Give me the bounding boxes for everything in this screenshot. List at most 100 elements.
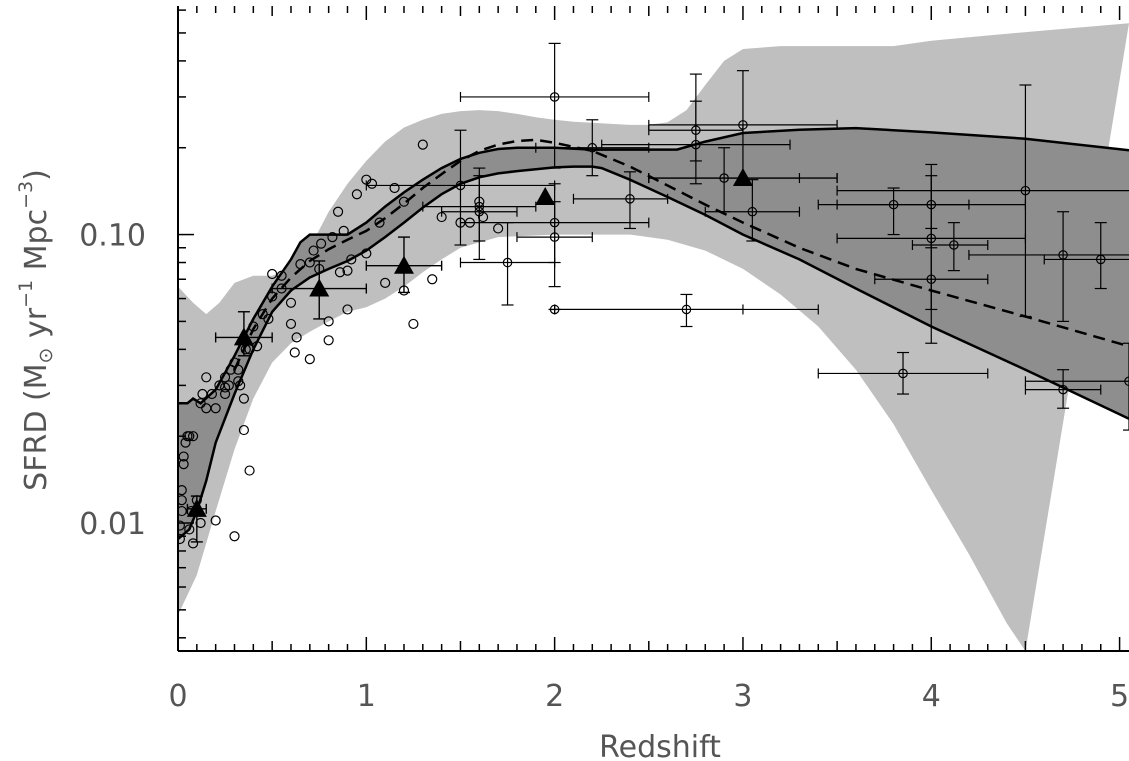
data-point-circle bbox=[738, 120, 748, 130]
open-circle-point bbox=[427, 274, 438, 285]
errorbar-point bbox=[1024, 342, 1129, 431]
inner-band-upper-line bbox=[178, 126, 1129, 405]
open-circle-point bbox=[276, 270, 287, 281]
data-point-circle bbox=[691, 125, 701, 136]
errorbar-point bbox=[572, 171, 669, 230]
data-point-circle bbox=[455, 180, 466, 191]
errorbar-point bbox=[817, 351, 989, 395]
filled-triangle-marker bbox=[186, 498, 207, 517]
open-circle-point bbox=[223, 380, 234, 391]
errorbar-point bbox=[459, 183, 650, 264]
y-axis-label: SFRD (M⊙ yr−1 Mpc−3) bbox=[15, 169, 57, 491]
triangle-point bbox=[186, 495, 207, 543]
data-point-circle bbox=[747, 206, 758, 217]
axes-frame bbox=[177, 6, 1129, 652]
tick-labels-layer: 0 1 2 3 4 5 0.01 0.10 bbox=[79, 219, 1129, 714]
open-circle-point bbox=[178, 451, 189, 462]
data-point-circle bbox=[949, 240, 959, 250]
filled-triangle-marker bbox=[309, 278, 330, 297]
x-tick-label: 1 bbox=[357, 679, 376, 714]
open-circle-point bbox=[342, 304, 353, 315]
open-circle-point bbox=[436, 211, 447, 223]
open-circle-point bbox=[219, 388, 231, 400]
open-circle-point bbox=[187, 538, 199, 549]
triangle-point bbox=[648, 168, 838, 187]
open-circle-point bbox=[366, 178, 378, 189]
errorbar-point bbox=[459, 222, 556, 306]
filled-triangle-marker bbox=[732, 168, 753, 187]
y-tick-label: 0.10 bbox=[79, 219, 146, 254]
open-circle-point bbox=[327, 231, 338, 243]
open-circle-point bbox=[178, 495, 187, 506]
triangle-point bbox=[365, 236, 443, 294]
y-axis-label-sun-symbol: ⊙ bbox=[35, 348, 57, 364]
y-axis-label-yr: yr bbox=[19, 307, 54, 347]
open-circle-point bbox=[201, 372, 212, 383]
data-point-circle bbox=[1095, 254, 1106, 265]
filled-triangle-marker bbox=[393, 255, 414, 274]
data-point-circle bbox=[502, 257, 513, 268]
data-point-circle bbox=[681, 304, 692, 315]
open-circles-layer bbox=[178, 139, 504, 549]
y-axis-label-close: ) bbox=[19, 169, 54, 181]
x-tick-label: 3 bbox=[733, 679, 752, 714]
data-point-circle bbox=[549, 92, 560, 102]
open-circle-point bbox=[346, 254, 357, 265]
errorbar-points-layer bbox=[365, 42, 1129, 431]
open-circle-point bbox=[184, 524, 195, 535]
open-circle-point bbox=[251, 341, 263, 352]
open-circle-point bbox=[334, 267, 346, 278]
open-circle-point bbox=[338, 225, 349, 236]
open-circle-point bbox=[178, 533, 185, 545]
inner-uncertainty-band bbox=[178, 128, 1129, 539]
data-point-circle bbox=[898, 368, 908, 379]
open-circle-point bbox=[389, 182, 400, 194]
open-circle-point bbox=[219, 372, 231, 383]
open-circle-point bbox=[417, 139, 428, 150]
open-circle-point bbox=[229, 531, 240, 542]
x-axis-label: Redshift bbox=[599, 730, 721, 761]
triangle-point bbox=[271, 260, 368, 320]
open-circle-point bbox=[291, 332, 302, 343]
open-circle-point bbox=[233, 364, 244, 375]
open-circle-point bbox=[332, 206, 344, 217]
open-circle-point bbox=[477, 211, 489, 223]
open-circle-point bbox=[238, 393, 250, 404]
errorbar-point bbox=[836, 84, 1129, 318]
open-circle-point bbox=[178, 520, 185, 531]
open-circle-point bbox=[408, 318, 419, 330]
open-circle-point bbox=[342, 265, 353, 276]
open-circle-point bbox=[206, 388, 217, 400]
data-point-circle bbox=[549, 217, 560, 228]
open-circle-point bbox=[210, 515, 221, 526]
open-circle-point bbox=[248, 321, 259, 332]
open-circle-point bbox=[285, 318, 297, 330]
filled-triangle-marker bbox=[233, 327, 254, 346]
y-axis-label-mpc-exponent: −3 bbox=[15, 181, 37, 209]
open-circle-point bbox=[295, 258, 306, 270]
open-circle-point bbox=[474, 196, 485, 207]
errorbar-point bbox=[554, 293, 819, 328]
x-tick-label: 0 bbox=[168, 679, 187, 714]
open-circle-point bbox=[289, 347, 300, 358]
errorbar-point bbox=[535, 119, 650, 177]
data-point-circle bbox=[625, 194, 635, 204]
open-circle-point bbox=[244, 465, 255, 476]
triangle-point bbox=[214, 311, 273, 357]
open-circle-point bbox=[178, 459, 189, 470]
open-circle-point bbox=[323, 316, 334, 327]
y-tick-label: 0.01 bbox=[79, 507, 146, 542]
open-circle-point bbox=[304, 354, 315, 365]
data-point-circle bbox=[1124, 376, 1129, 387]
open-circle-point bbox=[361, 248, 372, 259]
data-point-circle bbox=[474, 201, 485, 212]
open-circle-point bbox=[316, 238, 327, 249]
ticks-layer bbox=[177, 6, 1121, 651]
data-point-circle bbox=[1020, 185, 1031, 196]
open-circle-point bbox=[380, 277, 391, 288]
x-tick-label: 2 bbox=[545, 679, 564, 714]
errorbar-point bbox=[1043, 222, 1129, 290]
x-tick-label: 5 bbox=[1110, 679, 1129, 714]
open-circle-point bbox=[238, 424, 250, 436]
